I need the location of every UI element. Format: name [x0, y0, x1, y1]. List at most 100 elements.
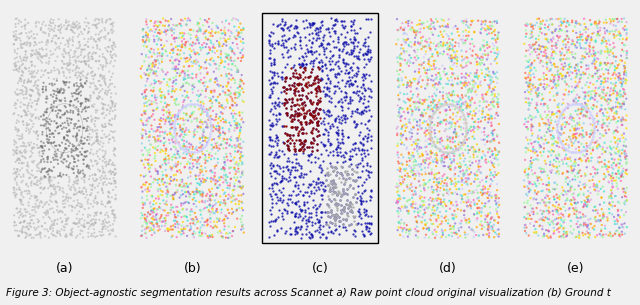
Point [532, 178, 543, 183]
Point [543, 208, 554, 213]
Point [562, 50, 572, 55]
Point [70, 91, 80, 95]
Point [17, 225, 28, 230]
Point [586, 138, 596, 142]
Point [582, 52, 592, 56]
Point [615, 58, 625, 63]
Point [191, 116, 202, 121]
Point [599, 26, 609, 31]
Point [299, 114, 309, 119]
Point [598, 91, 609, 95]
Point [203, 199, 213, 203]
Point [104, 83, 115, 88]
Point [152, 34, 162, 39]
Point [141, 180, 152, 185]
Point [312, 142, 323, 147]
Point [480, 18, 490, 23]
Point [289, 140, 300, 145]
Point [347, 110, 357, 115]
Point [83, 197, 93, 202]
Point [189, 192, 199, 197]
Point [10, 103, 20, 108]
Point [185, 115, 195, 120]
Point [454, 108, 465, 113]
Point [620, 194, 630, 199]
Point [342, 205, 353, 210]
Point [170, 190, 180, 195]
Point [324, 204, 334, 209]
Point [610, 231, 620, 236]
Point [573, 68, 584, 73]
Point [337, 77, 348, 82]
Point [592, 111, 602, 116]
Point [167, 165, 177, 170]
Point [183, 185, 193, 189]
Point [561, 42, 572, 47]
Point [102, 224, 113, 229]
Point [71, 178, 81, 183]
Point [205, 77, 216, 82]
Point [235, 158, 245, 163]
Point [100, 170, 110, 175]
Point [588, 75, 598, 80]
Point [527, 141, 537, 146]
Point [537, 211, 547, 216]
Point [565, 187, 575, 192]
Point [402, 145, 412, 150]
Point [432, 158, 442, 163]
Point [319, 142, 330, 147]
Point [395, 90, 405, 95]
Point [36, 177, 46, 182]
Point [157, 176, 168, 181]
Point [141, 224, 152, 229]
Point [172, 70, 182, 75]
Point [335, 219, 345, 224]
Point [311, 86, 321, 91]
Point [609, 32, 619, 37]
Point [59, 61, 69, 66]
Point [31, 204, 42, 209]
Point [543, 217, 553, 221]
Point [44, 23, 54, 28]
Point [434, 41, 444, 46]
Point [86, 202, 96, 206]
Point [292, 88, 303, 93]
Point [227, 18, 237, 23]
Point [607, 170, 618, 175]
Point [86, 95, 96, 100]
Point [138, 121, 148, 126]
Point [318, 231, 328, 236]
Point [568, 168, 579, 173]
Point [109, 138, 120, 143]
Point [581, 106, 591, 111]
Point [312, 220, 323, 224]
Point [66, 27, 76, 32]
Point [573, 183, 584, 188]
Point [174, 183, 184, 188]
Point [196, 144, 207, 149]
Point [452, 192, 462, 197]
Point [330, 212, 340, 217]
Point [79, 154, 90, 159]
Point [168, 66, 178, 71]
Point [542, 46, 552, 51]
Point [193, 124, 203, 129]
Point [289, 81, 299, 85]
Point [305, 182, 315, 187]
Point [85, 151, 95, 156]
Point [78, 142, 88, 146]
Point [408, 167, 418, 172]
Point [73, 158, 83, 163]
Point [332, 160, 342, 164]
Point [541, 228, 551, 233]
Point [445, 223, 455, 228]
Point [489, 99, 499, 104]
Point [603, 50, 613, 55]
Point [438, 231, 448, 235]
Point [137, 195, 147, 200]
Point [265, 224, 275, 228]
Point [415, 100, 425, 105]
Point [393, 113, 403, 118]
Point [534, 33, 544, 38]
Point [22, 87, 32, 92]
